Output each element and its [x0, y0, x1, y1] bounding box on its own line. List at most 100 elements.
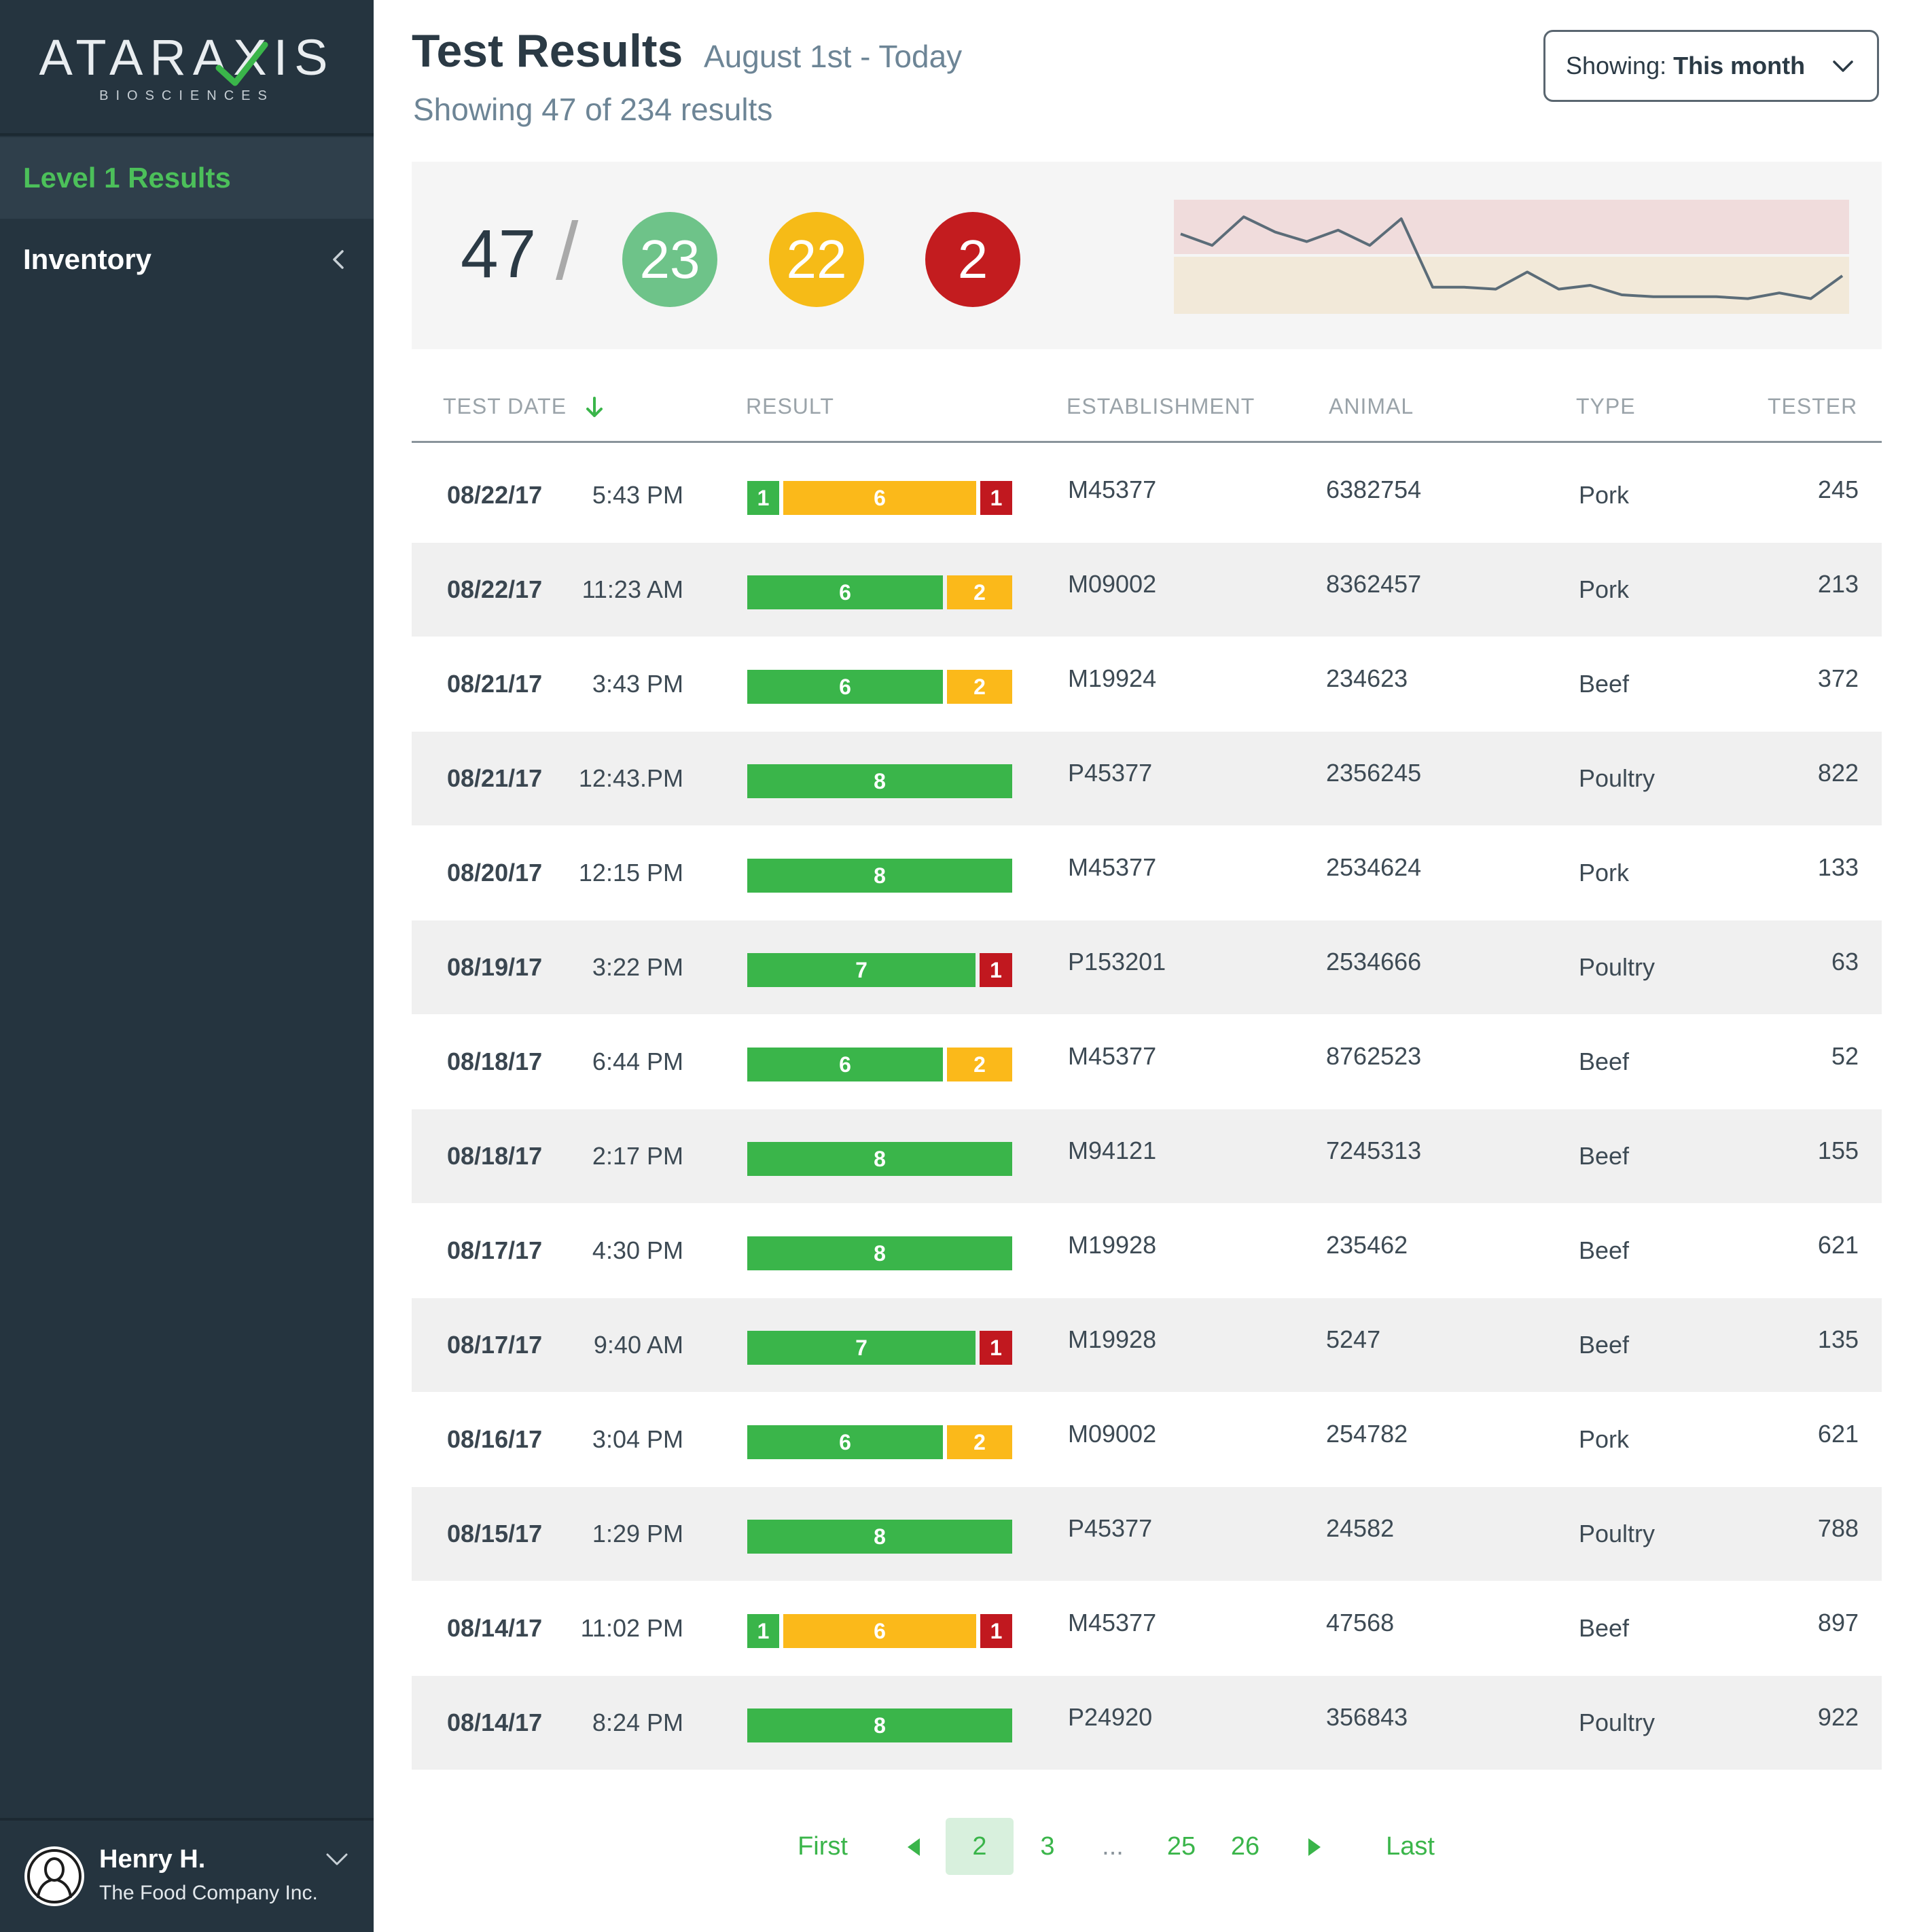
- table-row[interactable]: 08/22/17 5:43 PM 1 6 1 M45377 6382754 Pork 245: [412, 448, 1882, 542]
- cell-establishment: M19928: [1068, 1325, 1157, 1353]
- cell-type: Pork: [1579, 575, 1630, 603]
- table-row[interactable]: 08/20/17 12:15 PM 8 M45377 2534624 Pork 133: [412, 826, 1882, 920]
- cell-test-date: 08/15/17: [447, 1520, 543, 1548]
- col-header-tester[interactable]: TESTER: [1768, 394, 1858, 418]
- cell-type: Pork: [1579, 1425, 1630, 1453]
- cell-tester: 897: [1817, 1609, 1859, 1636]
- cell-establishment: M45377: [1068, 853, 1157, 881]
- cell-test-time: 2:17 PM: [592, 1142, 683, 1170]
- cell-type: Beef: [1579, 670, 1630, 698]
- table-row[interactable]: 08/17/17 9:40 AM 7 1 M19928 5247 Beef 135: [412, 1298, 1882, 1392]
- cell-animal: 254782: [1326, 1420, 1408, 1448]
- cell-establishment: M45377: [1068, 1042, 1157, 1070]
- sidebar-item-inventory[interactable]: Inventory: [0, 219, 374, 300]
- page-link[interactable]: 3: [1040, 1832, 1055, 1861]
- cell-establishment: M19928: [1068, 1231, 1157, 1259]
- cell-tester: 621: [1817, 1420, 1859, 1448]
- page-ellipsis: ...: [1102, 1832, 1124, 1861]
- col-header-animal[interactable]: ANIMAL: [1329, 394, 1414, 418]
- table-row[interactable]: 08/21/17 3:43 PM 6 2 M19924 234623 Beef 372: [412, 637, 1882, 731]
- cell-animal: 2534666: [1326, 948, 1422, 976]
- table-row[interactable]: 08/22/17 11:23 AM 6 2 M09002 8362457 Pork 213: [412, 543, 1882, 637]
- table-row[interactable]: 08/17/17 4:30 PM 8 M19928 235462 Beef 621: [412, 1204, 1882, 1298]
- cell-establishment: M19924: [1068, 664, 1157, 692]
- cell-animal: 24582: [1326, 1514, 1395, 1542]
- result-fail-segment: 1: [980, 1331, 1012, 1365]
- user-name: Henry H.: [99, 1845, 206, 1874]
- page-link[interactable]: 25: [1166, 1832, 1196, 1861]
- page-first-link[interactable]: First: [798, 1832, 848, 1861]
- sidebar-item-level-1-results[interactable]: Level 1 Results: [0, 137, 374, 219]
- triangle-left-icon[interactable]: [906, 1837, 923, 1857]
- cell-tester: 63: [1831, 948, 1859, 976]
- cell-establishment: M45377: [1068, 1609, 1157, 1636]
- brand-name: ATARAXIS: [39, 29, 335, 86]
- cell-type: Beef: [1579, 1048, 1630, 1075]
- table-row[interactable]: 08/14/17 11:02 PM 1 6 1 M45377 47568 Beef 897: [412, 1581, 1882, 1675]
- cell-type: Beef: [1579, 1236, 1630, 1264]
- cell-tester: 621: [1817, 1231, 1859, 1259]
- results-summary: 47 / 23 22 2: [412, 162, 1882, 349]
- trend-sparkline: [1174, 200, 1849, 314]
- cell-type: Beef: [1579, 1331, 1630, 1359]
- showing-dropdown[interactable]: Showing: This month: [1543, 30, 1879, 102]
- cell-test-date: 08/18/17: [447, 1142, 543, 1170]
- triangle-right-icon[interactable]: [1306, 1837, 1322, 1857]
- cell-type: Beef: [1579, 1614, 1630, 1642]
- cell-test-date: 08/19/17: [447, 953, 543, 981]
- sidebar-item-label: Inventory: [23, 243, 152, 275]
- cell-tester: 155: [1817, 1137, 1859, 1164]
- cell-animal: 235462: [1326, 1231, 1408, 1259]
- cell-test-time: 3:04 PM: [592, 1425, 683, 1453]
- result-bar: 8: [747, 1520, 1012, 1554]
- cell-tester: 922: [1817, 1703, 1859, 1731]
- page-last-link[interactable]: Last: [1386, 1832, 1435, 1861]
- table-row[interactable]: 08/18/17 6:44 PM 6 2 M45377 8762523 Beef 52: [412, 1015, 1882, 1109]
- result-pass-segment: 7: [747, 1331, 976, 1365]
- page-link[interactable]: 26: [1230, 1832, 1260, 1861]
- col-header-establishment[interactable]: ESTABLISHMENT: [1067, 394, 1255, 418]
- cell-test-date: 08/21/17: [447, 670, 543, 698]
- fail-count-badge: 2: [925, 212, 1020, 307]
- result-pass-segment: 8: [747, 1142, 1012, 1176]
- result-pass-segment: 8: [747, 764, 1012, 798]
- col-header-test-date[interactable]: TEST DATE: [443, 394, 567, 418]
- cell-test-date: 08/18/17: [447, 1048, 543, 1075]
- sidebar-item-label: Level 1 Results: [23, 162, 231, 194]
- cell-tester: 133: [1817, 853, 1859, 881]
- table-row[interactable]: 08/14/17 8:24 PM 8 P24920 356843 Poultry 922: [412, 1676, 1882, 1770]
- cell-type: Poultry: [1579, 1709, 1656, 1736]
- col-header-result[interactable]: RESULT: [746, 394, 834, 418]
- result-pass-segment: 8: [747, 1236, 1012, 1270]
- chevron-down-icon[interactable]: [325, 1852, 349, 1868]
- showing-prefix: Showing:: [1566, 52, 1667, 79]
- cell-type: Pork: [1579, 859, 1630, 887]
- result-warning-segment: 2: [947, 575, 1012, 609]
- user-menu[interactable]: Henry H. The Food Company Inc.: [0, 1818, 374, 1932]
- table-row[interactable]: 08/15/17 1:29 PM 8 P45377 24582 Poultry 788: [412, 1487, 1882, 1581]
- sidebar: ATARAXIS BIOSCIENCES Level 1 Results Inv…: [0, 0, 374, 1932]
- page-link-current[interactable]: 2: [946, 1818, 1014, 1875]
- table-row[interactable]: 08/18/17 2:17 PM 8 M94121 7245313 Beef 155: [412, 1109, 1882, 1203]
- table-row[interactable]: 08/16/17 3:04 PM 6 2 M09002 254782 Pork 621: [412, 1393, 1882, 1486]
- table-row[interactable]: 08/21/17 12:43.PM 8 P45377 2356245 Poultry 822: [412, 732, 1882, 825]
- brand-logo[interactable]: ATARAXIS BIOSCIENCES: [0, 0, 374, 136]
- cell-test-date: 08/21/17: [447, 764, 543, 792]
- result-pass-segment: 8: [747, 1520, 1012, 1554]
- cell-test-time: 3:43 PM: [592, 670, 683, 698]
- result-fail-segment: 1: [980, 481, 1012, 515]
- cell-animal: 356843: [1326, 1703, 1408, 1731]
- cell-establishment: M09002: [1068, 570, 1157, 598]
- sparkline-line: [1180, 215, 1844, 300]
- col-header-type[interactable]: TYPE: [1576, 394, 1636, 418]
- result-pass-segment: 8: [747, 1709, 1012, 1742]
- table-row[interactable]: 08/19/17 3:22 PM 7 1 P153201 2534666 Poultry 63: [412, 920, 1882, 1014]
- cell-tester: 135: [1817, 1325, 1859, 1353]
- showing-value: This month: [1673, 52, 1806, 79]
- arrow-down-icon[interactable]: [584, 395, 605, 420]
- cell-test-date: 08/14/17: [447, 1614, 543, 1642]
